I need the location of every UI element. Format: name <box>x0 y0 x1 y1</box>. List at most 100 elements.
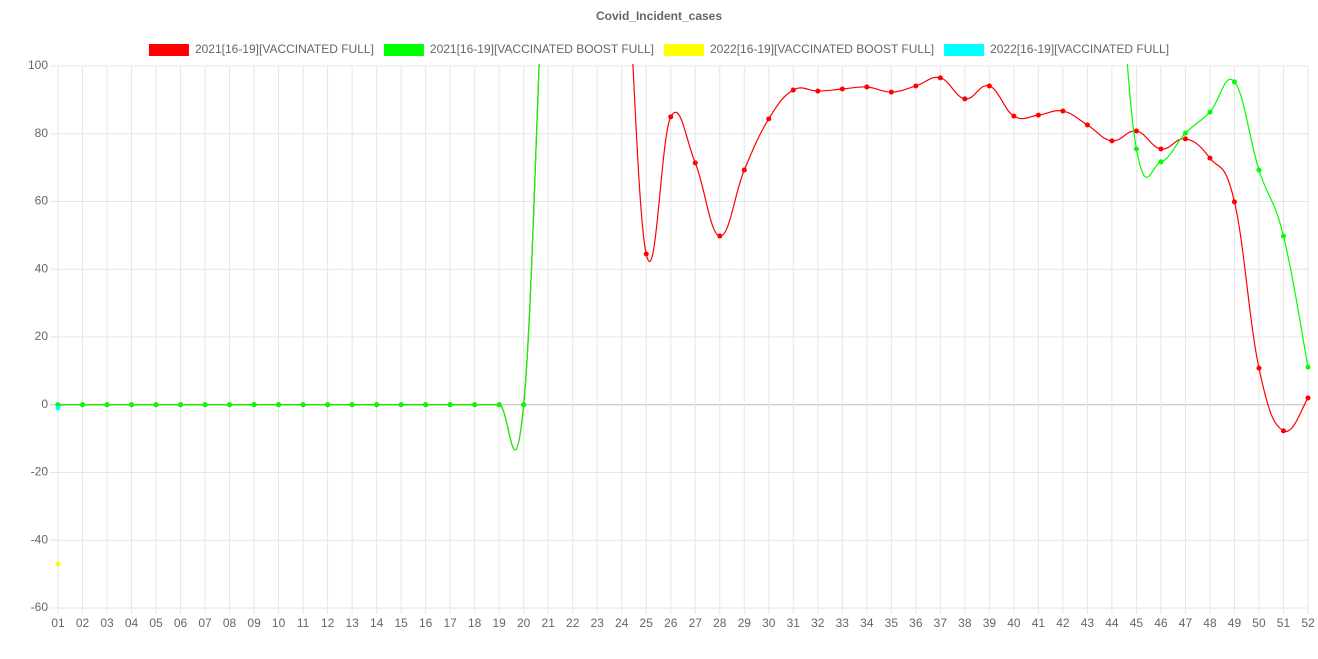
x-tick-label: 15 <box>394 616 408 630</box>
plot-area <box>55 64 1311 567</box>
data-point <box>1280 233 1286 239</box>
x-tick-label: 38 <box>958 616 972 630</box>
x-tick-label: 22 <box>566 616 580 630</box>
data-point <box>227 402 233 408</box>
x-tick-label: 20 <box>517 616 531 630</box>
data-point <box>1060 108 1066 114</box>
data-point <box>423 402 429 408</box>
data-point <box>349 402 355 408</box>
data-point <box>374 402 380 408</box>
data-point <box>521 402 527 408</box>
data-point <box>472 402 478 408</box>
y-tick-label: 40 <box>35 261 49 275</box>
legend-label: 2021[16-19][VACCINATED FULL] <box>195 42 374 56</box>
data-point <box>1182 130 1188 136</box>
data-point <box>1207 155 1213 161</box>
data-point <box>1231 199 1237 205</box>
legend-swatch <box>383 44 424 56</box>
data-point <box>643 251 649 257</box>
series-line <box>58 64 1309 451</box>
data-point <box>153 402 159 408</box>
x-tick-label: 39 <box>983 616 997 630</box>
x-tick-label: 33 <box>836 616 850 630</box>
y-tick-label: 100 <box>28 58 48 72</box>
x-tick-label: 26 <box>664 616 678 630</box>
x-tick-label: 32 <box>811 616 825 630</box>
x-tick-label: 17 <box>443 616 457 630</box>
data-point <box>1109 138 1115 144</box>
x-tick-label: 50 <box>1252 616 1266 630</box>
data-point <box>1158 159 1164 165</box>
x-tick-label: 44 <box>1105 616 1119 630</box>
y-tick-label: 20 <box>35 329 49 343</box>
x-tick-label: 52 <box>1301 616 1315 630</box>
data-point <box>1011 113 1017 119</box>
y-tick-label: 0 <box>41 397 48 411</box>
data-point <box>276 402 282 408</box>
x-tick-label: 36 <box>909 616 923 630</box>
data-point <box>1305 395 1311 401</box>
x-tick-label: 18 <box>468 616 482 630</box>
x-tick-label: 31 <box>787 616 801 630</box>
x-tick-label: 10 <box>272 616 286 630</box>
x-tick-label: 19 <box>492 616 506 630</box>
x-tick-label: 03 <box>100 616 114 630</box>
data-point <box>300 402 306 408</box>
data-point <box>1084 122 1090 128</box>
x-tick-label: 28 <box>713 616 727 630</box>
series-line <box>58 64 1309 451</box>
x-tick-label: 48 <box>1203 616 1217 630</box>
data-point <box>129 402 135 408</box>
data-point <box>986 83 992 89</box>
data-point <box>1133 128 1139 134</box>
data-point <box>741 167 747 173</box>
x-tick-label: 27 <box>689 616 703 630</box>
x-tick-label: 16 <box>419 616 433 630</box>
data-point <box>1158 146 1164 152</box>
x-tick-label: 35 <box>885 616 899 630</box>
x-tick-label: 30 <box>762 616 776 630</box>
x-tick-label: 06 <box>174 616 188 630</box>
x-tick-label: 45 <box>1130 616 1144 630</box>
data-point <box>398 402 404 408</box>
x-tick-label: 01 <box>51 616 65 630</box>
data-point <box>104 402 110 408</box>
data-point <box>1231 79 1237 85</box>
x-tick-label: 47 <box>1179 616 1193 630</box>
x-tick-label: 04 <box>125 616 139 630</box>
x-tick-label: 37 <box>934 616 948 630</box>
data-point <box>1256 365 1262 371</box>
legend-label: 2022[16-19][VACCINATED BOOST FULL] <box>710 42 934 56</box>
data-point <box>496 402 502 408</box>
data-point <box>1133 146 1139 152</box>
x-tick-label: 49 <box>1228 616 1242 630</box>
x-tick-label: 21 <box>542 616 556 630</box>
chart-title: Covid_Incident_cases <box>596 9 722 23</box>
data-point <box>888 89 894 95</box>
x-tick-label: 23 <box>591 616 605 630</box>
y-tick-label: -60 <box>31 600 49 614</box>
data-point <box>962 96 968 102</box>
data-point <box>202 402 208 408</box>
data-point <box>178 402 184 408</box>
x-tick-label: 08 <box>223 616 237 630</box>
data-point <box>325 402 331 408</box>
data-point <box>839 86 845 92</box>
data-point <box>1280 428 1286 434</box>
x-tick-label: 40 <box>1007 616 1021 630</box>
data-point <box>692 160 698 166</box>
legend-label: 2021[16-19][VACCINATED BOOST FULL] <box>430 42 654 56</box>
legend-swatch <box>148 44 189 56</box>
data-point <box>864 84 870 90</box>
x-tick-label: 46 <box>1154 616 1168 630</box>
data-point <box>447 402 453 408</box>
x-tick-label: 11 <box>297 616 310 630</box>
x-tick-label: 42 <box>1056 616 1070 630</box>
data-point <box>55 405 61 411</box>
data-point <box>1035 112 1041 118</box>
data-point <box>766 116 772 122</box>
x-tick-label: 13 <box>345 616 359 630</box>
legend-swatch <box>664 44 704 56</box>
y-tick-label: -20 <box>31 465 49 479</box>
x-tick-label: 24 <box>615 616 629 630</box>
